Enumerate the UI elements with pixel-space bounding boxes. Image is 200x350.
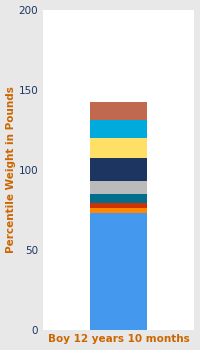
Bar xyxy=(90,181,147,194)
Bar xyxy=(90,208,147,213)
Bar xyxy=(90,120,147,138)
Bar xyxy=(90,158,147,181)
Y-axis label: Percentile Weight in Pounds: Percentile Weight in Pounds xyxy=(6,86,16,253)
Bar xyxy=(90,138,147,158)
Bar xyxy=(90,213,147,330)
Bar xyxy=(90,203,147,208)
Bar xyxy=(90,102,147,120)
Bar xyxy=(90,194,147,203)
